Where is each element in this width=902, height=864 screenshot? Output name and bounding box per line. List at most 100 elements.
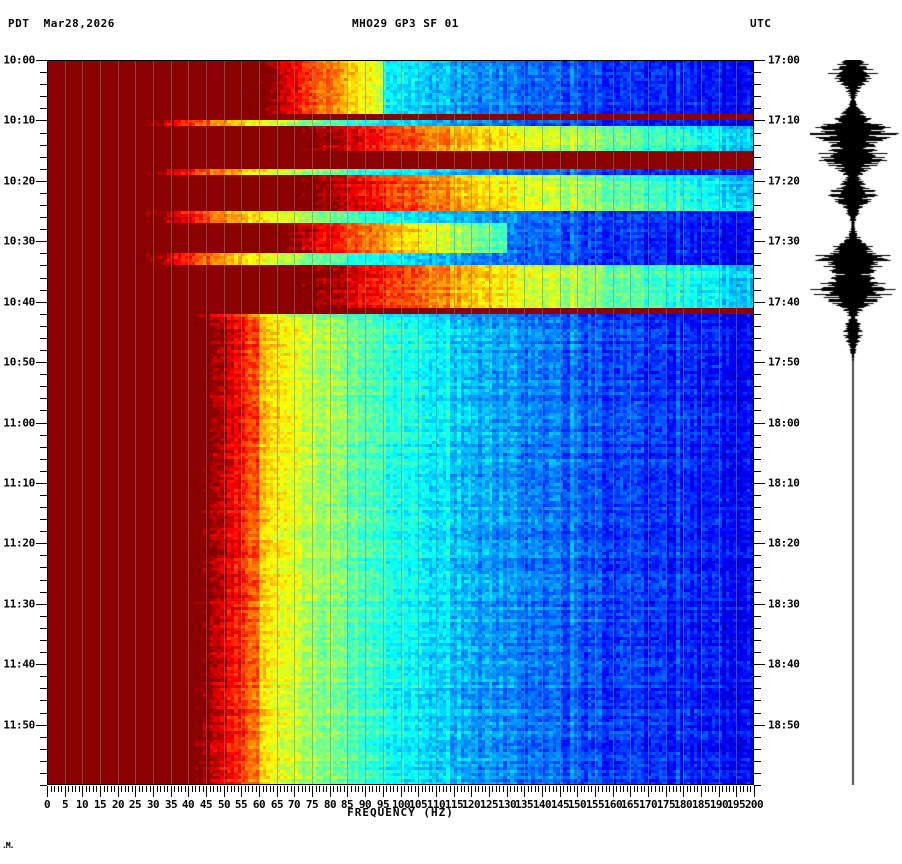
axis-major-tick <box>171 786 172 797</box>
axis-minor-tick <box>754 713 761 714</box>
axis-major-tick <box>277 786 278 797</box>
axis-major-tick <box>36 120 47 121</box>
axis-tick-label: 120 <box>461 798 481 811</box>
axis-minor-tick <box>160 786 161 792</box>
axis-minor-tick <box>754 471 761 472</box>
axis-tick-label: 170 <box>638 798 658 811</box>
axis-minor-tick <box>740 786 741 792</box>
axis-minor-tick <box>40 435 47 436</box>
axis-major-tick <box>47 786 48 797</box>
axis-minor-tick <box>125 786 126 792</box>
axis-minor-tick <box>104 786 105 792</box>
axis-minor-tick <box>40 253 47 254</box>
axis-major-tick <box>471 786 472 797</box>
axis-major-tick <box>754 664 765 665</box>
axis-minor-tick <box>40 519 47 520</box>
axis-minor-tick <box>754 398 761 399</box>
axis-minor-tick <box>496 786 497 792</box>
spectrogram-canvas[interactable] <box>47 60 754 785</box>
axis-tick-label: 18:30 <box>768 597 800 611</box>
axis-major-tick <box>36 604 47 605</box>
axis-minor-tick <box>316 786 317 792</box>
axis-minor-tick <box>40 676 47 677</box>
axis-tick-label: 50 <box>217 798 231 811</box>
axis-minor-tick <box>754 108 761 109</box>
axis-minor-tick <box>415 786 416 792</box>
axis-minor-tick <box>40 592 47 593</box>
axis-major-tick <box>754 302 765 303</box>
axis-minor-tick <box>499 786 500 792</box>
axis-minor-tick <box>545 786 546 792</box>
axis-minor-tick <box>443 786 444 792</box>
axis-minor-tick <box>697 786 698 792</box>
axis-minor-tick <box>754 555 761 556</box>
axis-minor-tick <box>754 133 761 134</box>
axis-tick-label: 10:30 <box>3 234 35 248</box>
axis-minor-tick <box>248 786 249 792</box>
axis-tick-label: 17:10 <box>768 113 800 127</box>
axis-minor-tick <box>616 786 617 792</box>
axis-tick-label: 17:40 <box>768 295 800 309</box>
axis-minor-tick <box>450 786 451 792</box>
axis-minor-tick <box>754 386 761 387</box>
axis-tick-label: 10 <box>75 798 89 811</box>
axis-major-tick <box>489 786 490 797</box>
axis-minor-tick <box>754 435 761 436</box>
axis-minor-tick <box>40 386 47 387</box>
axis-major-tick <box>259 786 260 797</box>
axis-minor-tick <box>40 567 47 568</box>
axis-minor-tick <box>40 616 47 617</box>
axis-tick-label: 17:50 <box>768 355 800 369</box>
axis-minor-tick <box>114 786 115 792</box>
axis-tick-label: 10:50 <box>3 355 35 369</box>
header-local-timezone: PDT <box>8 17 30 30</box>
axis-minor-tick <box>690 786 691 792</box>
axis-minor-tick <box>40 713 47 714</box>
axis-minor-tick <box>754 350 761 351</box>
axis-minor-tick <box>754 628 761 629</box>
axis-major-tick <box>36 664 47 665</box>
axis-minor-tick <box>291 786 292 792</box>
axis-tick-label: 0 <box>43 798 51 811</box>
axis-tick-label: 18:00 <box>768 416 800 430</box>
axis-tick-label: 10:20 <box>3 174 35 188</box>
axis-minor-tick <box>715 786 716 792</box>
axis-minor-tick <box>482 786 483 792</box>
axis-minor-tick <box>393 786 394 792</box>
axis-minor-tick <box>344 786 345 792</box>
axis-minor-tick <box>146 786 147 792</box>
axis-major-tick <box>754 786 755 797</box>
axis-major-tick <box>36 362 47 363</box>
axis-major-tick <box>135 786 136 797</box>
axis-minor-tick <box>673 786 674 792</box>
spectrogram-image[interactable] <box>47 60 754 785</box>
axis-major-tick <box>683 786 684 797</box>
axis-tick-label: 60 <box>252 798 266 811</box>
axis-minor-tick <box>397 786 398 792</box>
axis-minor-tick <box>40 749 47 750</box>
axis-tick-label: 18:10 <box>768 476 800 490</box>
axis-tick-label: 135 <box>514 798 534 811</box>
axis-minor-tick <box>538 786 539 792</box>
axis-minor-tick <box>726 786 727 792</box>
axis-minor-tick <box>40 84 47 85</box>
axis-tick-label: 95 <box>376 798 390 811</box>
axis-minor-tick <box>620 786 621 792</box>
axis-minor-tick <box>694 786 695 792</box>
time-axis-local: 10:00 10:10 10:20 10:30 10:40 10:50 11:00 11:10… <box>0 54 47 786</box>
axis-minor-tick <box>627 786 628 792</box>
axis-minor-tick <box>754 652 761 653</box>
axis-major-tick <box>613 786 614 797</box>
axis-minor-tick <box>510 786 511 792</box>
axis-minor-tick <box>754 507 761 508</box>
header-local-timezone-and-date: PDT Mar28,2026 <box>8 17 115 30</box>
axis-minor-tick <box>475 786 476 792</box>
axis-minor-tick <box>754 580 761 581</box>
axis-tick-label: 65 <box>270 798 284 811</box>
axis-tick-label: 175 <box>656 798 676 811</box>
axis-minor-tick <box>40 700 47 701</box>
axis-tick-label: 40 <box>181 798 195 811</box>
spectrogram-plot[interactable] <box>47 60 754 785</box>
frequency-axis-title: FREQUENCY (HZ) <box>347 806 454 819</box>
axis-minor-tick <box>637 786 638 792</box>
